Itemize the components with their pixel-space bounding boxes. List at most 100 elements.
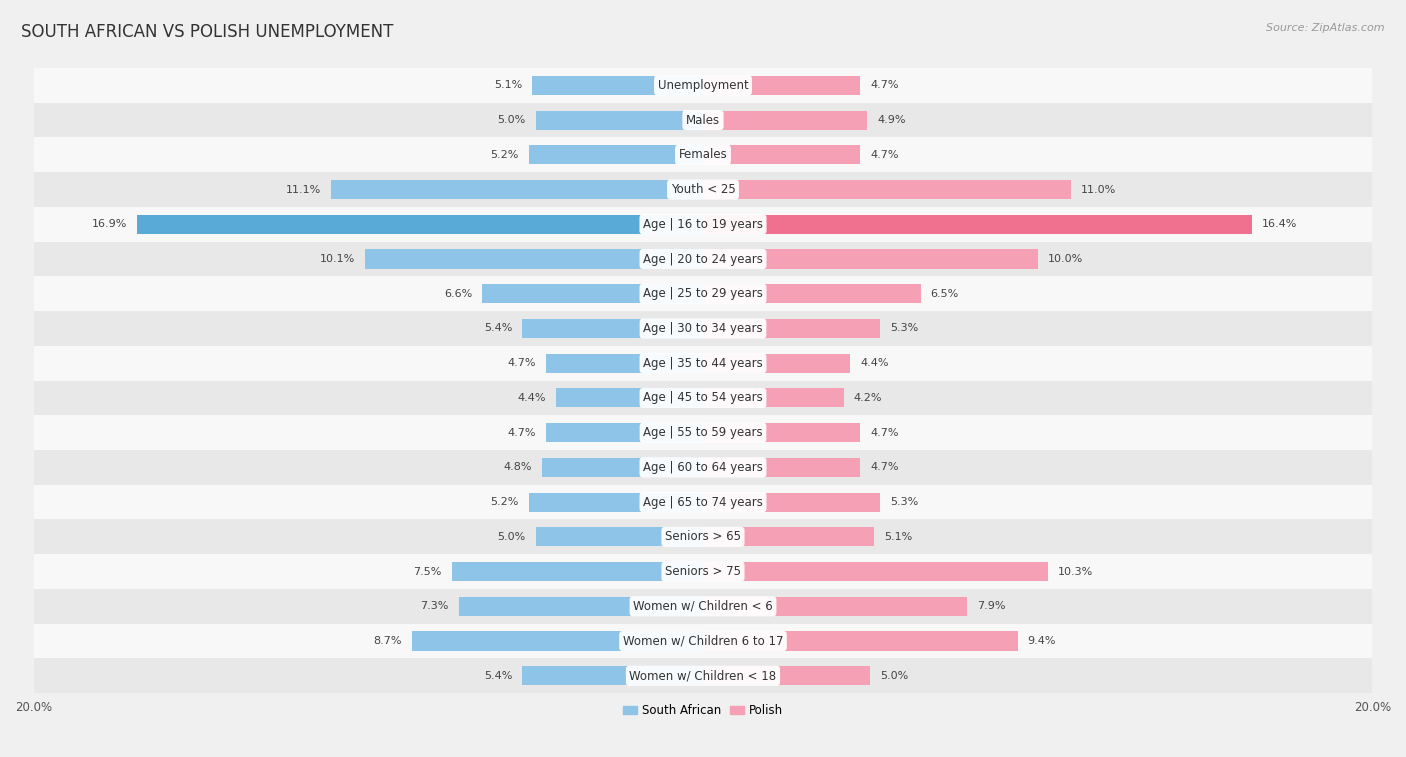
Bar	[34, 311, 1372, 346]
Bar	[703, 423, 860, 442]
Text: 5.1%: 5.1%	[884, 532, 912, 542]
Bar	[34, 624, 1372, 659]
Bar	[451, 562, 703, 581]
Text: Age | 16 to 19 years: Age | 16 to 19 years	[643, 218, 763, 231]
Legend: South African, Polish: South African, Polish	[619, 699, 787, 721]
Bar	[703, 354, 851, 372]
Text: Age | 20 to 24 years: Age | 20 to 24 years	[643, 253, 763, 266]
Bar	[34, 381, 1372, 416]
Text: Youth < 25: Youth < 25	[671, 183, 735, 196]
Bar	[34, 554, 1372, 589]
Text: Age | 25 to 29 years: Age | 25 to 29 years	[643, 287, 763, 301]
Bar	[522, 319, 703, 338]
Bar	[536, 528, 703, 547]
Bar	[703, 319, 880, 338]
Bar	[546, 423, 703, 442]
Text: 5.3%: 5.3%	[890, 497, 918, 507]
Bar	[703, 631, 1018, 650]
Bar	[458, 597, 703, 616]
Bar	[34, 346, 1372, 381]
Text: Women w/ Children < 18: Women w/ Children < 18	[630, 669, 776, 682]
Text: 5.0%: 5.0%	[498, 115, 526, 125]
Bar	[536, 111, 703, 129]
Bar	[703, 215, 1251, 234]
Bar	[703, 180, 1071, 199]
Text: 4.9%: 4.9%	[877, 115, 905, 125]
Text: 4.7%: 4.7%	[870, 428, 898, 438]
Bar	[34, 68, 1372, 103]
Bar	[703, 145, 860, 164]
Text: Males: Males	[686, 114, 720, 126]
Bar	[34, 241, 1372, 276]
Bar	[482, 284, 703, 304]
Text: 9.4%: 9.4%	[1028, 636, 1056, 646]
Text: 4.7%: 4.7%	[870, 463, 898, 472]
Text: Seniors > 75: Seniors > 75	[665, 565, 741, 578]
Bar	[703, 388, 844, 407]
Bar	[533, 76, 703, 95]
Text: 4.7%: 4.7%	[508, 428, 536, 438]
Text: 16.4%: 16.4%	[1263, 220, 1298, 229]
Text: 5.4%: 5.4%	[484, 671, 512, 681]
Bar	[34, 450, 1372, 484]
Bar	[34, 659, 1372, 693]
Text: 5.3%: 5.3%	[890, 323, 918, 334]
Text: 10.0%: 10.0%	[1047, 254, 1083, 264]
Bar	[34, 589, 1372, 624]
Text: Age | 30 to 34 years: Age | 30 to 34 years	[643, 322, 763, 335]
Text: SOUTH AFRICAN VS POLISH UNEMPLOYMENT: SOUTH AFRICAN VS POLISH UNEMPLOYMENT	[21, 23, 394, 41]
Bar	[703, 493, 880, 512]
Bar	[555, 388, 703, 407]
Text: Females: Females	[679, 148, 727, 161]
Text: 7.3%: 7.3%	[420, 601, 449, 612]
Bar	[34, 207, 1372, 241]
Bar	[34, 484, 1372, 519]
Bar	[703, 458, 860, 477]
Text: 7.5%: 7.5%	[413, 566, 441, 577]
Text: 4.7%: 4.7%	[508, 358, 536, 368]
Bar	[529, 145, 703, 164]
Text: 11.1%: 11.1%	[287, 185, 322, 195]
Text: 8.7%: 8.7%	[373, 636, 402, 646]
Bar	[703, 111, 868, 129]
Text: 7.9%: 7.9%	[977, 601, 1005, 612]
Bar	[703, 284, 921, 304]
Text: Age | 60 to 64 years: Age | 60 to 64 years	[643, 461, 763, 474]
Text: 5.2%: 5.2%	[491, 150, 519, 160]
Text: 10.3%: 10.3%	[1057, 566, 1092, 577]
Bar	[138, 215, 703, 234]
Text: 4.7%: 4.7%	[870, 150, 898, 160]
Bar	[34, 519, 1372, 554]
Text: 4.8%: 4.8%	[503, 463, 533, 472]
Bar	[546, 354, 703, 372]
Bar	[522, 666, 703, 685]
Text: 5.2%: 5.2%	[491, 497, 519, 507]
Text: 4.4%: 4.4%	[517, 393, 546, 403]
Text: Age | 45 to 54 years: Age | 45 to 54 years	[643, 391, 763, 404]
Bar	[703, 528, 873, 547]
Text: Age | 35 to 44 years: Age | 35 to 44 years	[643, 357, 763, 369]
Bar	[34, 416, 1372, 450]
Text: Women w/ Children < 6: Women w/ Children < 6	[633, 600, 773, 613]
Bar	[543, 458, 703, 477]
Bar	[34, 172, 1372, 207]
Bar	[412, 631, 703, 650]
Bar	[366, 250, 703, 269]
Bar	[703, 562, 1047, 581]
Bar	[34, 276, 1372, 311]
Text: Source: ZipAtlas.com: Source: ZipAtlas.com	[1267, 23, 1385, 33]
Text: 10.1%: 10.1%	[319, 254, 354, 264]
Text: Seniors > 65: Seniors > 65	[665, 531, 741, 544]
Bar	[34, 138, 1372, 172]
Text: 16.9%: 16.9%	[91, 220, 128, 229]
Text: 4.2%: 4.2%	[853, 393, 882, 403]
Text: Age | 65 to 74 years: Age | 65 to 74 years	[643, 496, 763, 509]
Text: Unemployment: Unemployment	[658, 79, 748, 92]
Text: 5.0%: 5.0%	[880, 671, 908, 681]
Bar	[703, 597, 967, 616]
Text: 6.5%: 6.5%	[931, 288, 959, 299]
Bar	[332, 180, 703, 199]
Bar	[703, 250, 1038, 269]
Text: Women w/ Children 6 to 17: Women w/ Children 6 to 17	[623, 634, 783, 647]
Text: 6.6%: 6.6%	[444, 288, 472, 299]
